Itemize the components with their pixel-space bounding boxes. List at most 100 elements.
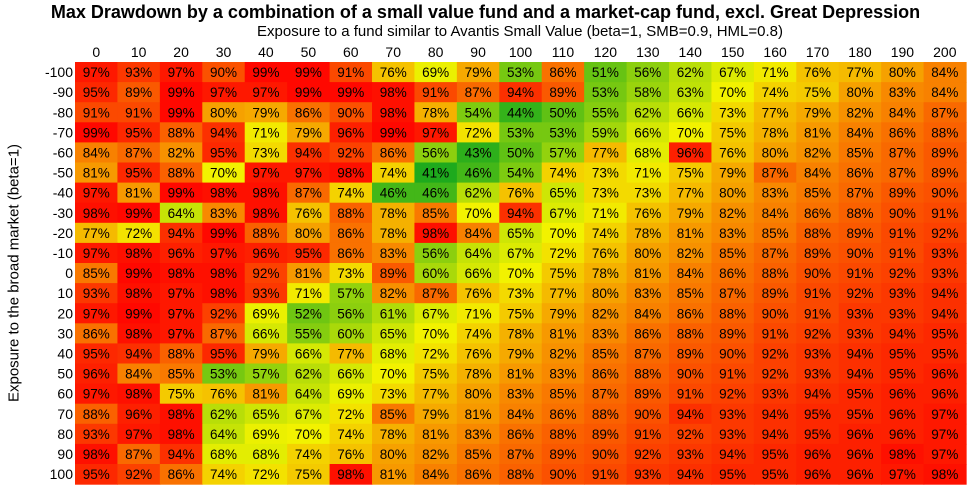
cell-value-label: 61% — [380, 306, 407, 321]
heatmap-cell — [753, 122, 797, 143]
cell-value-label: 98% — [380, 105, 407, 120]
heatmap-cell — [414, 383, 458, 405]
heatmap-cell — [838, 82, 882, 103]
heatmap-cell — [329, 202, 373, 224]
heatmap-cell — [244, 263, 288, 284]
cell-value-label: 71% — [634, 166, 661, 181]
heatmap-cell — [202, 82, 246, 103]
x-tick-label: 140 — [679, 44, 703, 60]
heatmap-cell — [202, 62, 246, 83]
cell-value-label: 84% — [507, 407, 534, 422]
cell-value-label: 81% — [422, 427, 449, 442]
heatmap-cell — [541, 122, 585, 143]
cell-value-label: 98% — [380, 85, 407, 100]
cell-value-label: 89% — [677, 346, 704, 361]
cell-value-label: 75% — [168, 387, 195, 402]
heatmap-cell — [499, 423, 543, 445]
heatmap-cell — [372, 423, 416, 445]
cell-value-label: 92% — [337, 145, 364, 160]
heatmap-cell — [584, 443, 628, 465]
heatmap-cell — [499, 142, 543, 164]
heatmap-cell — [159, 464, 203, 485]
cell-value-label: 99% — [252, 65, 279, 80]
heatmap-cell — [711, 443, 755, 465]
cell-value-label: 84% — [634, 306, 661, 321]
cell-value-label: 80% — [380, 447, 407, 462]
heatmap-cell — [329, 242, 373, 264]
cell-value-label: 97% — [83, 246, 110, 261]
heatmap-cell — [541, 443, 585, 465]
heatmap-cell — [753, 102, 797, 123]
heatmap-cell — [626, 202, 670, 224]
cell-value-label: 89% — [125, 85, 152, 100]
cell-value-label: 76% — [507, 186, 534, 201]
heatmap-cell — [499, 323, 543, 344]
heatmap-cell — [499, 383, 543, 405]
heatmap-cell — [117, 263, 161, 284]
cell-value-label: 88% — [634, 367, 661, 382]
cell-value-label: 90% — [931, 186, 958, 201]
cell-value-label: 75% — [804, 85, 831, 100]
cell-value-label: 81% — [507, 367, 534, 382]
heatmap-cell — [881, 102, 925, 123]
heatmap-cell — [202, 122, 246, 143]
cell-value-label: 89% — [762, 286, 789, 301]
y-tick-label: -70 — [53, 124, 73, 140]
heatmap-cell — [626, 82, 670, 103]
cell-value-label: 91% — [889, 246, 916, 261]
cell-value-label: 70% — [422, 326, 449, 341]
heatmap-cell — [287, 363, 331, 385]
cell-value-label: 92% — [634, 447, 661, 462]
heatmap-cell — [838, 162, 882, 184]
heatmap-cell — [287, 383, 331, 405]
cell-value-label: 80% — [210, 105, 237, 120]
cell-value-label: 77% — [83, 226, 110, 241]
cell-value-label: 89% — [931, 166, 958, 181]
heatmap-cell — [881, 323, 925, 344]
cell-value-label: 66% — [634, 125, 661, 140]
cell-value-label: 95% — [83, 346, 110, 361]
heatmap-cell — [881, 162, 925, 184]
cell-value-label: 78% — [380, 206, 407, 221]
heatmap-cell — [626, 423, 670, 445]
cell-value-label: 96% — [125, 407, 152, 422]
cell-value-label: 74% — [337, 427, 364, 442]
heatmap-cell — [159, 263, 203, 284]
cell-value-label: 87% — [931, 105, 958, 120]
heatmap-cell — [838, 102, 882, 123]
cell-value-label: 62% — [634, 105, 661, 120]
cell-value-label: 77% — [337, 346, 364, 361]
heatmap-cell — [753, 222, 797, 244]
cell-value-label: 82% — [719, 206, 746, 221]
heatmap-cell — [881, 222, 925, 244]
cell-value-label: 95% — [889, 367, 916, 382]
heatmap-cell — [159, 242, 203, 264]
cell-value-label: 83% — [549, 367, 576, 382]
cell-value-label: 41% — [422, 166, 449, 181]
cell-value-label: 91% — [125, 105, 152, 120]
heatmap-cell — [796, 464, 840, 485]
cell-value-label: 88% — [337, 206, 364, 221]
cell-value-label: 75% — [719, 125, 746, 140]
heatmap-cell — [753, 464, 797, 485]
heatmap-cell — [796, 182, 840, 204]
heatmap-cell — [541, 303, 585, 324]
heatmap-cell — [584, 122, 628, 143]
cell-value-label: 84% — [889, 105, 916, 120]
heatmap-cell — [669, 162, 713, 184]
heatmap-cell — [541, 62, 585, 83]
heatmap-cell — [711, 202, 755, 224]
cell-value-label: 64% — [210, 427, 237, 442]
heatmap-cell — [711, 283, 755, 304]
cell-value-label: 94% — [295, 145, 322, 160]
cell-value-label: 93% — [889, 286, 916, 301]
heatmap-cell — [881, 263, 925, 284]
cell-value-label: 44% — [507, 105, 534, 120]
cell-value-label: 76% — [804, 65, 831, 80]
heatmap-cell — [499, 222, 543, 244]
cell-value-label: 70% — [210, 166, 237, 181]
cell-value-label: 99% — [337, 85, 364, 100]
heatmap-cell — [881, 343, 925, 365]
cell-value-label: 90% — [549, 467, 576, 482]
heatmap-cell — [372, 222, 416, 244]
